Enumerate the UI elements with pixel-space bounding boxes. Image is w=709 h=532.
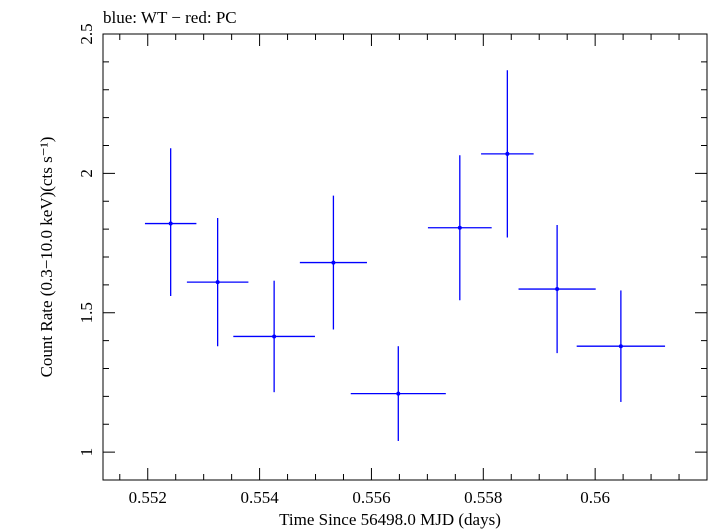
data-point-7: [555, 287, 560, 292]
x-axis-label: Time Since 56498.0 MJD (days): [279, 510, 501, 529]
data-point-8: [618, 344, 623, 349]
y-tick-label-0: 1: [77, 448, 96, 457]
data-point-6: [505, 151, 510, 156]
x-tick-label-0: 0.552: [129, 488, 167, 507]
y-axis-label: Count Rate (0.3−10.0 keV)(cts s⁻¹): [37, 137, 56, 378]
x-tick-label-4: 0.56: [580, 488, 610, 507]
x-tick-label-2: 0.556: [352, 488, 390, 507]
data-point-3: [331, 260, 336, 265]
axis-ticks: [103, 33, 708, 481]
x-tick-label-3: 0.558: [464, 488, 502, 507]
y-tick-label-3: 2.5: [77, 23, 96, 44]
data-point-5: [457, 225, 462, 230]
chart-title: blue: WT − red: PC: [103, 8, 237, 27]
y-tick-label-1: 1.5: [77, 302, 96, 323]
data-point-1: [215, 280, 220, 285]
plot-frame: [102, 33, 708, 481]
data-series: [144, 70, 666, 441]
data-point-0: [168, 221, 173, 226]
axis-tick-labels: 0.552 0.554 0.556 0.558 0.56 1 1.5 2 2.5: [77, 23, 610, 507]
x-tick-label-1: 0.554: [240, 488, 279, 507]
data-point-2: [272, 334, 277, 339]
data-point-4: [396, 391, 401, 396]
y-tick-label-2: 2: [77, 169, 96, 178]
